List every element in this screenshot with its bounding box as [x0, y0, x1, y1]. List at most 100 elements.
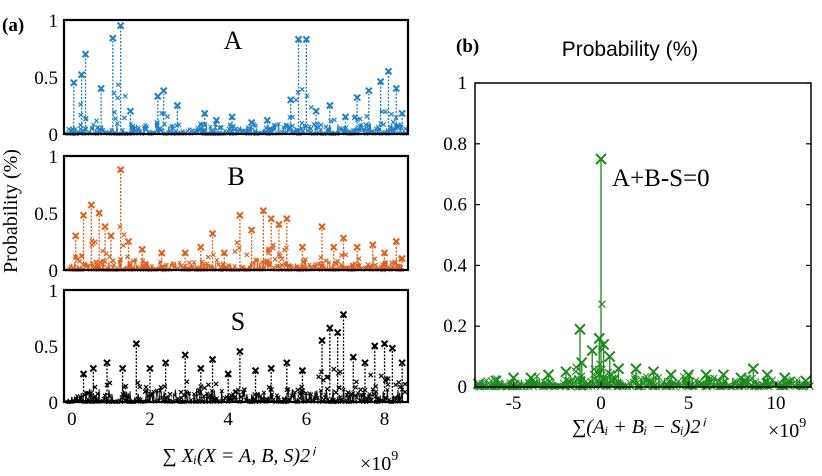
subplot-s-xtick-label-0: 0 [67, 409, 77, 430]
subplot-b-peak-cluster-marker [77, 258, 83, 264]
subplot-b-peak-cluster-marker [96, 263, 102, 269]
subplot-a-peak-cluster-marker [295, 89, 301, 95]
subplot-s-peak-cluster-marker [184, 379, 190, 385]
subplot-a-peak-marker-26 [398, 109, 406, 118]
subplot-s-peak-cluster-marker [345, 390, 351, 396]
subplot-b-peak-cluster-marker [253, 257, 259, 263]
panel-b-peak-cluster-marker [577, 372, 586, 381]
subplot-a-peak-cluster-marker [378, 120, 384, 126]
subplot-s-peak-cluster-marker [353, 379, 359, 385]
subplot-s-peak-marker-20 [349, 353, 357, 361]
subplot-b-peak-cluster-marker [264, 258, 270, 264]
subplot-a-noise-marker [136, 125, 142, 130]
subplot-s-noise-marker [308, 392, 314, 397]
subplot-a-noise-marker [144, 124, 150, 129]
subplot-s-peak-marker-11 [236, 347, 244, 356]
subplot-s-peak-marker-14 [283, 359, 291, 367]
subplot-s-noise-marker [201, 393, 207, 399]
panel-b-multiplier-exp: 9 [799, 416, 806, 431]
panel-b-peak-marker-18 [700, 369, 712, 381]
subplot-a-noise-marker [276, 121, 281, 127]
subplot-a-peak-cluster-marker [364, 113, 370, 119]
panel-b-annotation: A+B-S=0 [612, 165, 710, 192]
subplot-s-peak-cluster-marker [255, 392, 261, 398]
subplot-s-peak-cluster-marker [373, 389, 379, 395]
subplot-a-peak-cluster-marker [209, 128, 215, 134]
subplot-s-peak-cluster-marker [333, 389, 339, 395]
subplot-a-peak-marker-14 [263, 116, 271, 125]
subplot-b-peak-marker-0 [72, 232, 80, 240]
subplot-b-peak-marker-23 [339, 234, 348, 242]
subplot-a-noise-marker [138, 129, 143, 134]
subplot-b-peak-cluster-marker [232, 249, 238, 255]
subplot-s-peak-marker-18 [333, 328, 342, 337]
subplot-b-ytick-0: 0 [49, 261, 59, 282]
subplot-b-peak-cluster-marker [319, 263, 325, 269]
subplot-s-peak-cluster-marker [123, 383, 129, 389]
panel-b-peak-cluster-marker [598, 365, 606, 374]
subplot-b-frame [62, 154, 410, 272]
subplot-s-peak-marker-16 [318, 336, 326, 345]
subplot-s-noise-marker [297, 395, 302, 401]
subplot-b-peak-cluster-marker [210, 252, 216, 258]
panel-b-peak-cluster-marker [598, 300, 606, 309]
subplot-s-peak-cluster-marker [143, 384, 149, 390]
subplot-s-peak-cluster-marker [107, 380, 113, 386]
subplot-s: S 0 0.5 1 0 2 4 6 8 [34, 281, 410, 430]
subplot-b-peak-cluster-marker [117, 224, 123, 230]
panel-a-multiplier-exp: 9 [391, 449, 398, 464]
subplot-s-peak-cluster-marker [81, 392, 87, 398]
subplot-s-xtick-label-3: 6 [302, 409, 312, 430]
subplot-s-peak-cluster-marker [358, 387, 364, 393]
subplot-a-peak-cluster-marker [328, 118, 334, 124]
subplot-b-noise-marker [232, 263, 237, 269]
subplot-s-peak-marker-3 [118, 364, 127, 373]
subplot-a-noise-marker [300, 128, 306, 134]
subplot-s-peak-cluster-marker [205, 382, 211, 388]
subplot-s-peak-cluster-marker [325, 374, 331, 380]
subplot-b-peak-cluster-marker [225, 263, 232, 269]
subplot-s-peak-cluster-marker [320, 377, 327, 383]
subplot-s-ytick-0: 0 [49, 393, 59, 414]
subplot-a-peak-cluster-marker [363, 122, 369, 128]
subplot-s-peak-cluster-marker [300, 388, 306, 394]
subplot-s-peak-cluster-marker [385, 382, 391, 388]
subplot-b-peak-cluster-marker [92, 239, 98, 245]
subplot-s-peak-cluster-marker [213, 381, 219, 387]
subplot-a-peak-cluster-marker [326, 127, 333, 133]
subplot-s-noise-marker [344, 392, 349, 397]
subplot-a-peak-cluster-marker [314, 121, 320, 127]
panel-b-peak-cluster-marker [630, 375, 639, 383]
subplot-a-peak-cluster-marker [197, 121, 203, 127]
subplot-a-peak-cluster-marker [318, 122, 324, 128]
subplot-s-peak-cluster-marker [368, 372, 374, 378]
panel-b-peak-cluster-marker [669, 378, 678, 387]
subplot-a-frame [62, 18, 410, 136]
subplot-b-noise-marker [216, 262, 221, 267]
subplot-b-peak-marker-11 [197, 243, 205, 251]
subplot-s-peak-cluster-marker [345, 395, 352, 401]
subplot-b-peak-cluster-marker [286, 262, 292, 268]
subplot-b-peak-cluster-marker [270, 242, 276, 248]
subplot-b-peak-marker-28 [398, 254, 406, 263]
subplot-a-peak-marker-2 [81, 50, 90, 58]
subplot-b-peak-marker-13 [220, 249, 228, 257]
subplot-a-noise-marker [91, 122, 96, 127]
subplot-a-peak-marker-10 [201, 109, 209, 118]
subplot-s-peak-cluster-marker [396, 379, 402, 385]
panel-b-ytick-label-1: 0.2 [443, 316, 467, 337]
subplot-a-peak-cluster-marker [94, 125, 100, 131]
subplot-b-peak-marker-12 [208, 229, 217, 238]
subplot-a-noise-marker [307, 124, 312, 129]
subplot-s-noise-marker [315, 395, 320, 400]
subplot-b-peak-cluster-marker [205, 263, 211, 269]
subplot-a-peak-marker-22 [365, 86, 373, 95]
subplot-a-noise-marker [193, 128, 198, 133]
subplot-a-peak-cluster-marker [299, 86, 305, 92]
subplot-a-peak-cluster-marker [111, 90, 117, 96]
subplot-a-peak-cluster-marker [382, 109, 389, 115]
subplot-b-peak-marker-20 [298, 243, 307, 251]
subplot-s-peak-cluster-marker [366, 394, 372, 400]
panel-b-peak-cluster-marker [562, 382, 571, 391]
subplot-a-peak-cluster-marker [157, 125, 163, 131]
